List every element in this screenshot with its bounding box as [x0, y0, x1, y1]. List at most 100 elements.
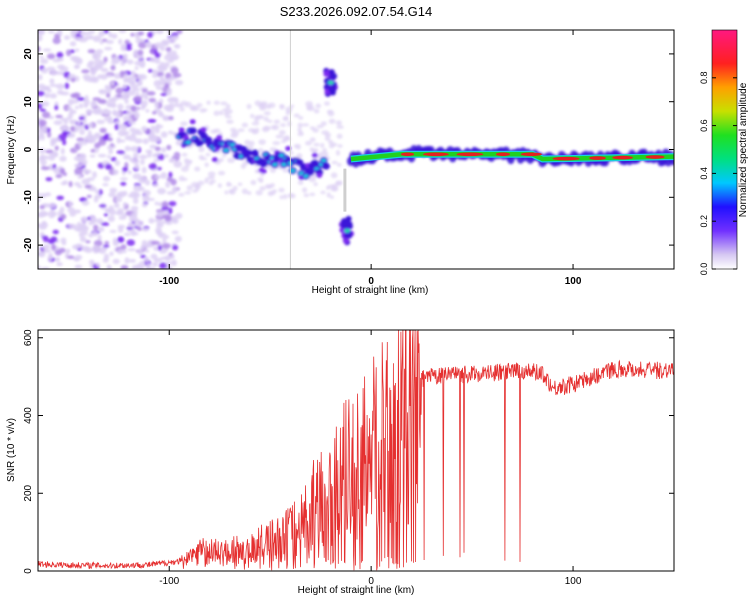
faint-blob [261, 126, 270, 133]
faint-blob [259, 186, 266, 191]
noise-blob [134, 220, 144, 228]
trace-blob [188, 127, 197, 135]
noise-blob [59, 167, 66, 174]
noise-blob [94, 63, 104, 70]
noise-blob [80, 222, 87, 229]
noise-blob [137, 248, 143, 256]
noise-blob [39, 58, 49, 64]
faint-blob [305, 100, 313, 107]
upper-blob [328, 69, 335, 76]
faint-blob [226, 119, 234, 124]
noise-blob [78, 103, 84, 109]
noise-blob [95, 262, 100, 267]
faint-blob [231, 130, 240, 136]
noise-blob [141, 227, 150, 232]
noise-blob [167, 36, 177, 44]
noise-blob [41, 111, 51, 119]
noise-blob [84, 94, 89, 101]
faint-blob [297, 180, 304, 186]
noise-blob [87, 130, 92, 137]
noise-blob [154, 146, 161, 152]
noise-blob [126, 110, 133, 117]
noise-blob [68, 180, 73, 188]
noise-blob [162, 211, 168, 216]
noise-blob [159, 65, 166, 72]
noise-blob [69, 41, 77, 47]
noise-blob [126, 59, 134, 65]
colorbar-tick-label: 0.6 [699, 119, 709, 132]
noise-blob [137, 31, 145, 36]
noise-blob [146, 91, 156, 96]
faint-blob [217, 170, 226, 176]
noise-blob [75, 243, 84, 249]
faint-blob [224, 115, 233, 119]
noise-blob [176, 30, 183, 35]
noise-blob [77, 174, 83, 179]
faint-blob [185, 159, 193, 164]
noise-blob [109, 229, 117, 233]
trace-blob [195, 139, 204, 147]
noise-blob [74, 105, 79, 110]
noise-blob [141, 125, 148, 132]
noise-blob [52, 58, 61, 63]
noise-blob [104, 241, 110, 245]
noise-blob [148, 217, 155, 224]
faint-blob [194, 187, 200, 192]
noise-blob [146, 262, 151, 269]
noise-blob [74, 36, 83, 41]
noise-blob [113, 202, 120, 209]
faint-blob [184, 101, 192, 108]
faint-blob [265, 104, 272, 110]
trace-blob [250, 149, 259, 157]
noise-blob [78, 140, 83, 148]
faint-blob [254, 168, 260, 174]
noise-blob [164, 61, 170, 68]
noise-blob [55, 114, 63, 119]
noise-blob [66, 77, 71, 82]
noise-blob [159, 250, 167, 254]
faint-blob [224, 190, 229, 195]
faint-blob [319, 151, 325, 157]
faint-blob [280, 139, 287, 144]
faint-blob [259, 103, 267, 109]
noise-blob [149, 144, 157, 150]
faint-blob [198, 146, 205, 153]
noise-blob [38, 156, 46, 162]
noise-blob [142, 138, 149, 145]
noise-blob [111, 56, 121, 64]
noise-blob [39, 232, 45, 237]
noise-blob [70, 93, 78, 99]
noise-blob [144, 39, 150, 43]
noise-blob [74, 264, 83, 269]
noise-blob [38, 30, 46, 36]
noise-blob [47, 131, 52, 138]
trace-core [278, 153, 285, 158]
noise-blob [93, 196, 99, 203]
noise-blob [118, 38, 123, 45]
noise-blob [55, 71, 64, 75]
faint-blob [297, 132, 304, 137]
noise-blob [112, 111, 121, 116]
faint-blob [336, 163, 342, 167]
faint-blob [269, 167, 277, 173]
noise-blob [49, 93, 57, 99]
noise-blob [116, 137, 121, 144]
noise-blob [69, 49, 76, 54]
noise-blob [127, 170, 132, 175]
noise-blob [72, 56, 81, 64]
noise-blob [70, 32, 77, 39]
faint-blob [320, 190, 326, 195]
noise-blob [122, 83, 127, 89]
noise-blob [59, 206, 65, 213]
noise-blob [81, 69, 90, 74]
trace-blob [244, 149, 253, 157]
noise-blob [173, 97, 179, 105]
noise-blob [156, 211, 164, 217]
noise-blob [153, 257, 163, 263]
noise-blob [166, 176, 173, 182]
noise-blob [88, 233, 94, 238]
noise-blob [115, 87, 124, 94]
noise-blob [92, 52, 98, 57]
noise-blob [110, 65, 116, 71]
